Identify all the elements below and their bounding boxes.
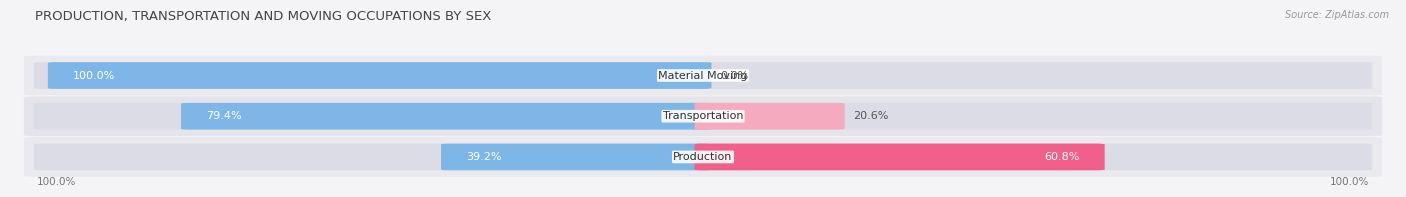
Text: Material Moving: Material Moving bbox=[658, 71, 748, 81]
FancyBboxPatch shape bbox=[24, 137, 1382, 177]
Text: 100.0%: 100.0% bbox=[1330, 177, 1369, 187]
Text: Source: ZipAtlas.com: Source: ZipAtlas.com bbox=[1285, 10, 1389, 20]
FancyBboxPatch shape bbox=[34, 62, 1372, 89]
FancyBboxPatch shape bbox=[695, 103, 845, 130]
Text: 100.0%: 100.0% bbox=[37, 177, 76, 187]
Text: Production: Production bbox=[673, 152, 733, 162]
Text: 79.4%: 79.4% bbox=[207, 111, 242, 121]
FancyBboxPatch shape bbox=[441, 144, 711, 170]
FancyBboxPatch shape bbox=[695, 144, 1105, 170]
FancyBboxPatch shape bbox=[24, 96, 1382, 136]
FancyBboxPatch shape bbox=[181, 103, 711, 130]
FancyBboxPatch shape bbox=[34, 144, 1372, 170]
Text: Transportation: Transportation bbox=[662, 111, 744, 121]
Text: 100.0%: 100.0% bbox=[73, 71, 115, 81]
Text: 39.2%: 39.2% bbox=[467, 152, 502, 162]
Text: PRODUCTION, TRANSPORTATION AND MOVING OCCUPATIONS BY SEX: PRODUCTION, TRANSPORTATION AND MOVING OC… bbox=[35, 10, 492, 23]
Text: 60.8%: 60.8% bbox=[1045, 152, 1080, 162]
FancyBboxPatch shape bbox=[48, 62, 711, 89]
Text: 0.0%: 0.0% bbox=[720, 71, 748, 81]
FancyBboxPatch shape bbox=[24, 56, 1382, 95]
FancyBboxPatch shape bbox=[34, 103, 1372, 130]
Text: 20.6%: 20.6% bbox=[853, 111, 889, 121]
